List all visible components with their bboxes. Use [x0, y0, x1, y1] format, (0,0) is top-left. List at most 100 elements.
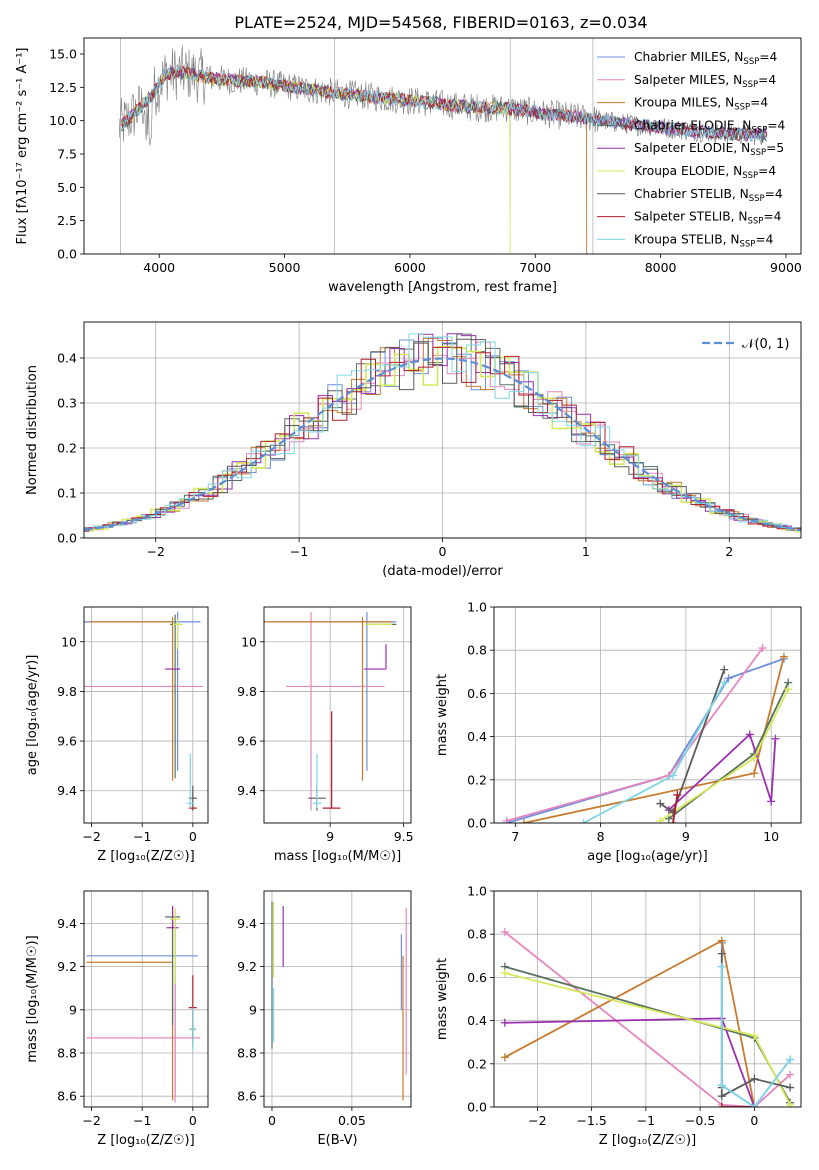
y-axis-label: Flux [fλ10⁻¹⁷ erg cm⁻² s⁻¹ A⁻¹] [15, 48, 30, 245]
panel-weight_vs_age: 7 8 9 10 0.0 0.2 0.4 0.6 0.8 1.0 age [log₁₀(age/yr… [435, 600, 802, 864]
axes-frame [83, 890, 209, 1108]
x-axis-label: Z [log₁₀(Z/Z☉)] [97, 849, 194, 864]
y-tick-label: 8.8 [237, 1046, 257, 1061]
y-tick-label: 8.6 [57, 1089, 77, 1104]
gaussian-curve [84, 357, 801, 532]
axes-frame [263, 606, 412, 824]
x-tick-label: 8 [597, 829, 605, 844]
weight-marker [717, 936, 726, 945]
x-tick-label: −2 [82, 829, 100, 844]
histograms [84, 333, 801, 533]
y-tick-label: 0.6 [467, 686, 487, 701]
y-tick-label: 0.1 [57, 486, 77, 501]
x-tick-label: 7000 [519, 260, 551, 275]
weight-marker [750, 1074, 759, 1083]
y-tick-label: 0.2 [467, 1056, 487, 1071]
y-tick-label: 0.4 [467, 1013, 487, 1028]
y-axis-label: mass weight [435, 958, 450, 1040]
x-tick-label: 0 [189, 829, 197, 844]
y-tick-label: 0.0 [467, 1100, 487, 1115]
weight-marker [786, 1083, 795, 1092]
axes-frame [83, 606, 209, 824]
x-axis-label: Z [log₁₀(Z/Z☉)] [599, 1133, 696, 1148]
weight-marker [656, 799, 665, 808]
weight-marker [758, 644, 767, 653]
axes-frame [493, 606, 802, 824]
weight-marker [745, 730, 754, 739]
panel-spectrum: 4000 5000 6000 7000 8000 9000 0.0 2.5 5.0 7.5 10.0… [15, 37, 802, 295]
weight-line-kroupa-stelib [720, 966, 791, 1107]
weight-marker [656, 816, 665, 823]
panel-age_vs_mass: 9 9.5 9.4 9.6 9.8 10 mass [log₁₀(M/M☉)] [237, 606, 414, 864]
x-tick-label: −0.5 [685, 1113, 715, 1128]
y-tick-label: 9.8 [237, 684, 257, 699]
axes-frame [83, 321, 802, 539]
weight-marker [500, 1053, 509, 1062]
weight-marker [500, 969, 509, 978]
weight-marker [771, 734, 780, 743]
weight-line-salpeter-miles [504, 931, 791, 1107]
x-tick-label: −1 [133, 1113, 151, 1128]
legend-label: Salpeter MILES, NSSP=4 [634, 73, 776, 90]
weight-marker [786, 1100, 795, 1107]
y-tick-label: 10.0 [49, 113, 77, 128]
spectrum-lines [118, 38, 768, 254]
weight-marker [717, 1092, 726, 1101]
x-tick-label: 6000 [394, 260, 426, 275]
y-tick-label: 9 [69, 1002, 77, 1017]
x-tick-label: 7 [511, 829, 519, 844]
legend-label: Chabrier ELODIE, NSSP=4 [634, 118, 786, 135]
weight-marker [786, 1055, 795, 1064]
error-bars [84, 611, 203, 811]
y-tick-label: 12.5 [49, 80, 77, 95]
model-line-kroupa-stelib [121, 65, 768, 142]
y-tick-label: 0.0 [57, 247, 77, 262]
weight-marker [579, 819, 588, 823]
weight-marker [750, 754, 759, 763]
weight-marker [717, 962, 726, 971]
y-tick-label: 9.8 [57, 684, 77, 699]
y-tick-label: 2.5 [57, 213, 77, 228]
y-tick-label: 9 [249, 1002, 257, 1017]
x-tick-label: 10 [763, 829, 779, 844]
weight-marker [717, 1081, 726, 1090]
error-bars [86, 906, 201, 1103]
legend: Chabrier MILES, NSSP=4 Salpeter MILES, NS… [597, 50, 786, 249]
error-bars [264, 611, 397, 811]
y-tick-label: 10 [61, 634, 77, 649]
x-tick-label: −1 [290, 544, 308, 559]
y-tick-label: 9.6 [57, 734, 77, 749]
panel-mass_vs_EBV: 0 0.05 8.6 8.8 9 9.2 9.4 E(B-V) [237, 890, 412, 1148]
x-axis-label: age [log₁₀(age/yr)] [587, 849, 708, 864]
x-tick-label: 0 [750, 1113, 758, 1128]
x-tick-label: −1.5 [576, 1113, 606, 1128]
weight-marker [500, 1018, 509, 1027]
y-tick-label: 0.4 [467, 729, 487, 744]
weight-marker [750, 1031, 759, 1040]
weight-marker [717, 949, 726, 958]
y-tick-label: 0.2 [57, 441, 77, 456]
y-tick-label: 0.0 [57, 531, 77, 546]
weight-marker [767, 797, 776, 806]
y-axis-label: Normed distribution [25, 365, 40, 495]
x-tick-label: 9.5 [394, 829, 414, 844]
weight-marker [717, 1103, 726, 1107]
y-tick-label: 0.0 [467, 816, 487, 831]
y-tick-label: 9.6 [237, 734, 257, 749]
y-tick-label: 9.4 [237, 916, 257, 931]
weight-line-chabrier-miles [506, 657, 785, 823]
y-tick-label: 0.8 [467, 643, 487, 658]
figure-title: PLATE=2524, MJD=54568, FIBERID=0163, z=0… [234, 13, 647, 32]
x-tick-label: 0 [189, 1113, 197, 1128]
x-tick-label: 4000 [143, 260, 175, 275]
legend-label: Chabrier MILES, NSSP=4 [634, 50, 778, 67]
y-tick-label: 9.4 [237, 783, 257, 798]
x-axis-label: E(B-V) [317, 1133, 357, 1148]
error-bars [271, 901, 407, 1101]
y-tick-label: 0.3 [57, 396, 77, 411]
y-tick-label: 9.4 [57, 783, 77, 798]
legend-label: Kroupa ELODIE, NSSP=4 [634, 164, 776, 181]
legend-label: Kroupa STELIB, NSSP=4 [634, 232, 774, 249]
x-tick-label: 0.05 [338, 1113, 366, 1128]
y-tick-label: 9.2 [57, 959, 77, 974]
